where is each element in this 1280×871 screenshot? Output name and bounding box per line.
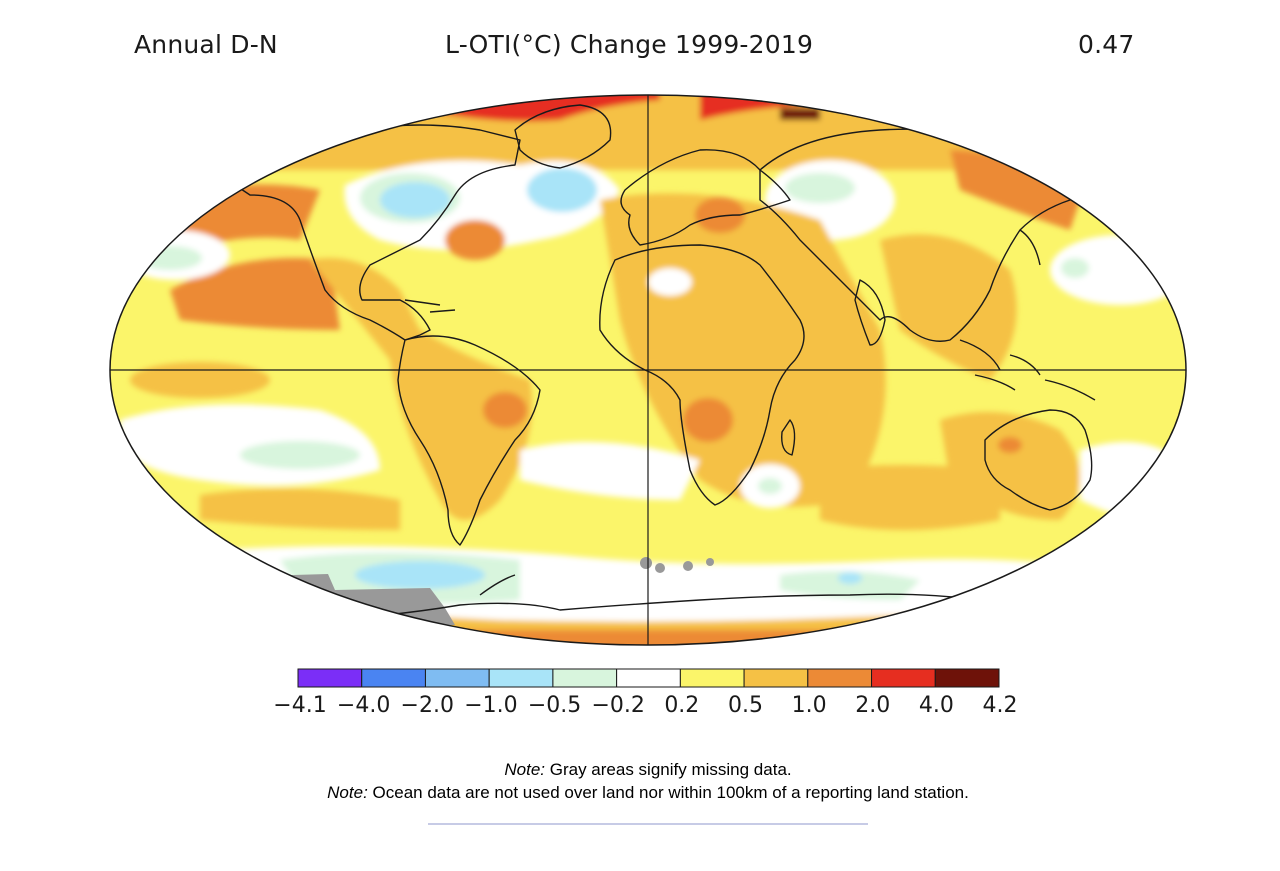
legend-tick-label: −1.0 xyxy=(464,693,518,718)
temperature-anomaly-map xyxy=(109,94,1187,646)
map-title: L-OTI(°C) Change 1999-2019 xyxy=(445,30,814,59)
legend-tick-label: 1.0 xyxy=(791,693,827,718)
legend-bin-0 xyxy=(297,668,363,688)
legend-tick-label: 4.2 xyxy=(982,693,1018,718)
legend-tick-label: 0.2 xyxy=(664,693,700,718)
legend-bin-10 xyxy=(934,668,1000,688)
map-border xyxy=(109,94,1187,646)
note-missing-data: Note: Gray areas signify missing data. xyxy=(504,760,792,779)
legend-tick-label: 4.0 xyxy=(918,693,954,718)
legend-tick-label: −0.5 xyxy=(527,693,582,718)
divider-line xyxy=(428,823,868,825)
legend-bin-9 xyxy=(871,668,936,688)
global-mean-value: 0.47 xyxy=(1078,30,1135,59)
legend-bin-2 xyxy=(424,668,490,688)
legend-bin-3 xyxy=(488,668,554,688)
legend-bin-1 xyxy=(361,668,426,688)
legend-tick-label: −0.2 xyxy=(591,693,645,718)
note-ocean-data: Note: Ocean data are not used over land … xyxy=(327,783,969,802)
notes: Note: Gray areas signify missing data. N… xyxy=(0,758,1280,804)
legend-tick-label: 0.5 xyxy=(727,693,763,718)
legend-tick-label: −2.0 xyxy=(400,693,454,718)
color-legend xyxy=(297,668,1000,688)
period-label: Annual D-N xyxy=(134,30,278,59)
legend-tick-label: −4.0 xyxy=(336,693,391,718)
legend-bin-5 xyxy=(616,668,681,688)
legend-bin-7 xyxy=(743,668,809,688)
legend-bin-4 xyxy=(552,668,618,688)
legend-bin-6 xyxy=(679,668,745,688)
legend-tick-label: 2.0 xyxy=(855,693,891,718)
legend-tick-label: −4.1 xyxy=(273,693,327,718)
legend-bin-8 xyxy=(807,668,873,688)
